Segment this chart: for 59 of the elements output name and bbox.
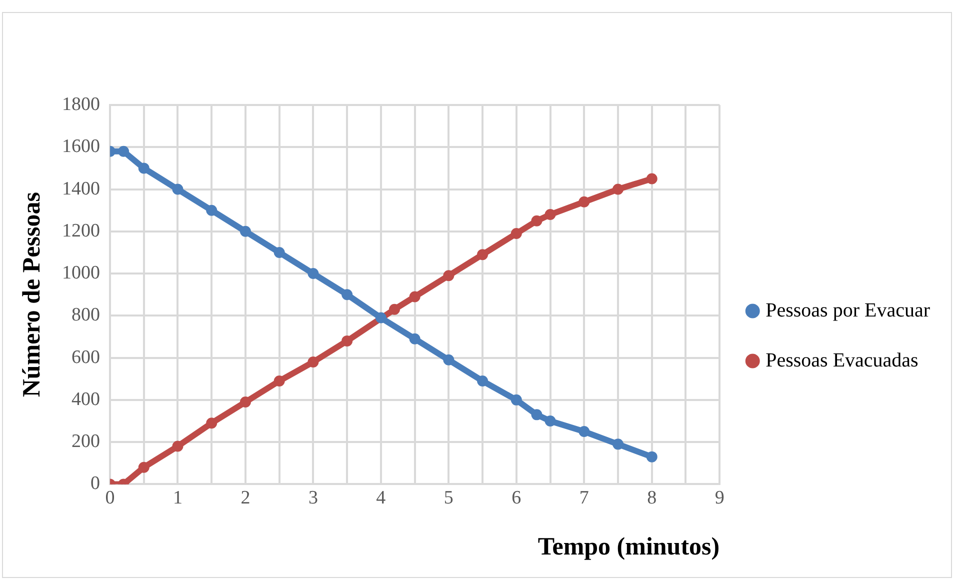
x-tick-label: 2: [240, 488, 250, 509]
y-tick-label: 800: [72, 304, 100, 326]
y-tick-label: 0: [90, 473, 100, 494]
point: [646, 451, 658, 462]
point: [342, 335, 353, 346]
x-tick-label: 9: [714, 488, 724, 509]
point: [375, 312, 386, 324]
point: [409, 333, 420, 344]
y-tick-label: 600: [72, 346, 100, 368]
point: [118, 146, 130, 157]
point: [274, 246, 285, 258]
point: [342, 289, 353, 300]
point: [477, 249, 488, 260]
point: [510, 394, 522, 406]
point: [612, 184, 624, 195]
point: [206, 418, 218, 429]
point: [274, 375, 285, 386]
x-tick-label: 0: [105, 488, 115, 509]
point: [531, 215, 542, 226]
point: [206, 204, 218, 216]
point: [646, 173, 658, 184]
point: [308, 356, 319, 368]
x-tick-label: 5: [444, 488, 454, 509]
point: [388, 304, 400, 315]
point: [443, 270, 454, 282]
point: [172, 440, 184, 452]
point: [578, 426, 590, 438]
point: [544, 416, 556, 426]
legend-label: Pessoas por Evacuar: [766, 299, 930, 322]
point: [544, 209, 556, 220]
point: [578, 196, 590, 208]
y-tick-label: 1800: [62, 94, 100, 115]
x-tick-label: 8: [647, 488, 657, 509]
point: [138, 162, 150, 174]
y-axis-title: Número de Pessoas: [18, 192, 46, 398]
point: [409, 291, 420, 302]
x-axis-title: Tempo (minutos): [538, 533, 720, 560]
y-tick-label: 1400: [62, 178, 100, 200]
legend-label: Pessoas Evacuadas: [766, 349, 919, 372]
point: [240, 226, 251, 237]
x-tick-label: 6: [512, 488, 522, 509]
point: [531, 409, 542, 420]
point: [240, 396, 251, 408]
point: [308, 268, 319, 280]
y-tick-label: 200: [72, 431, 100, 452]
y-tick-label: 400: [72, 388, 100, 410]
y-tick-label: 1000: [62, 262, 100, 284]
x-tick-label: 1: [172, 488, 182, 509]
point: [138, 462, 150, 473]
point: [443, 354, 454, 366]
x-tick-label: 7: [579, 488, 589, 509]
point: [172, 184, 184, 195]
point: [612, 438, 624, 450]
x-tick-label: 3: [308, 488, 318, 509]
y-tick-label: 1200: [62, 220, 100, 242]
point: [510, 228, 522, 240]
y-tick-label: 1600: [62, 136, 100, 158]
point: [477, 375, 488, 386]
x-tick-label: 4: [376, 488, 386, 509]
